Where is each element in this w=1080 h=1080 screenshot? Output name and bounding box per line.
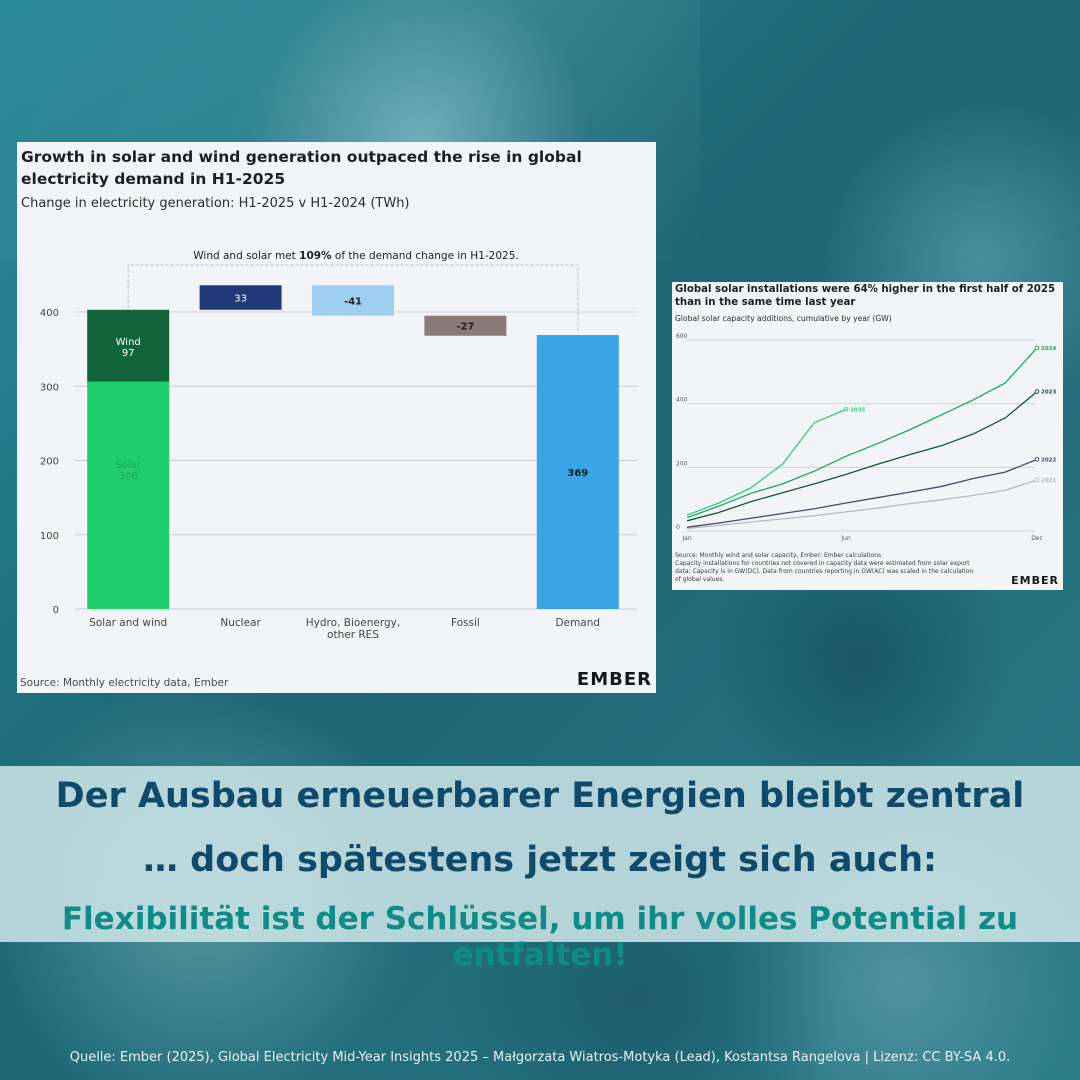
x-category-label: Fossil (451, 617, 480, 629)
headline-banner (0, 766, 1080, 942)
banner-headline-line3: Flexibilität ist der Schlüssel, um ihr v… (61, 901, 1019, 973)
waterfall-chart-subtitle: Change in electricity generation: H1-202… (21, 196, 410, 211)
line-chart-notes: Source: Monthly wind and solar capacity,… (675, 552, 1005, 584)
series-endpoint-2024 (1034, 345, 1040, 351)
series-line-2023 (686, 391, 1038, 522)
waterfall-chart-title: Growth in solar and wind generation outp… (21, 148, 582, 188)
series-endpoint-2022 (1034, 457, 1040, 462)
banner-headline-line2: … doch spätestens jetzt zeigt sich auch: (142, 840, 938, 880)
line-chart-plot: 0 200 400 600 Jan Jun Dec 2021 2022 2023 2024 2025 (676, 333, 1056, 542)
series-line-2022 (686, 458, 1038, 528)
bar-value-label: -41 (344, 296, 362, 307)
bar-demand (536, 335, 619, 609)
x-category-label: Solar and wind (89, 617, 167, 629)
series-endpoint-2021 (1034, 477, 1040, 483)
series-line-2025 (686, 408, 847, 516)
series-label-2022: 2022 (1041, 457, 1056, 463)
line-chart-note-line: Capacity installations for countries not… (675, 560, 970, 567)
waterfall-chart-source: Source: Monthly electricity data, Ember (20, 677, 229, 689)
y-tick-label: 400 (676, 397, 688, 404)
bar-solar (87, 381, 170, 609)
bar-value-label: 369 (567, 468, 588, 479)
bar-value-label: 33 (234, 294, 247, 305)
bar-value-label: -27 (456, 322, 474, 333)
bar-wind (87, 309, 170, 382)
line-chart-subtitle: Global solar capacity additions, cumulat… (675, 314, 892, 323)
x-category-label-line2: other RES (327, 629, 379, 641)
x-category-label: Nuclear (220, 617, 261, 629)
x-tick-label: Dec (1031, 535, 1043, 542)
x-tick-label: Jan (681, 535, 691, 542)
x-category-label: Demand (556, 617, 601, 629)
bar-label-solar-name: Solar (115, 460, 141, 471)
bar-step (424, 315, 507, 336)
ember-logo-small: EMBER (1011, 574, 1059, 587)
bar-label-solar-value: 306 (119, 471, 138, 482)
y-tick-label: 200 (40, 457, 59, 468)
series-label-2024: 2024 (1041, 346, 1056, 352)
series-line-2024 (686, 347, 1038, 519)
bar-label-wind-value: 97 (122, 348, 135, 359)
y-tick-label: 300 (40, 382, 59, 393)
bar-step (312, 285, 394, 316)
x-category-label: Hydro, Bioenergy, (306, 617, 400, 629)
y-tick-label: 600 (676, 333, 688, 340)
y-tick-label: 400 (40, 308, 59, 319)
y-tick-label: 0 (53, 605, 59, 616)
x-tick-label: Jun (840, 535, 851, 542)
annotation-text: Wind and solar met 109% of the demand ch… (193, 250, 518, 262)
bar-label-wind-name: Wind (116, 337, 141, 348)
line-chart-card: Global solar installations were 64% high… (672, 282, 1063, 590)
series-label-2023: 2023 (1041, 390, 1056, 396)
line-chart-title-line1: Global solar installations were 64% high… (675, 284, 1056, 295)
line-chart-note-line: of global values. (675, 576, 725, 583)
banner-headline-line1: Der Ausbau erneuerbarer Energien bleibt … (55, 776, 1025, 816)
series-endpoint-2023 (1034, 389, 1040, 394)
line-chart-title-line2: than in the same time last year (675, 297, 856, 308)
y-tick-label: 100 (40, 531, 59, 542)
series-label-2021: 2021 (1041, 478, 1056, 484)
y-tick-label: 200 (676, 460, 688, 467)
source-footer: Quelle: Ember (2025), Global Electricity… (69, 1050, 1011, 1065)
waterfall-chart-card: Growth in solar and wind generation outp… (17, 142, 656, 693)
line-chart-note-line: Source: Monthly wind and solar capacity,… (675, 552, 882, 559)
y-tick-label: 0 (676, 524, 680, 531)
series-line-2021 (686, 479, 1038, 530)
bar-step (199, 285, 282, 310)
line-chart-note-line: data; Capacity is in GW(DC). Data from c… (675, 568, 974, 575)
series-label-2025: 2025 (850, 407, 865, 413)
annotation-bracket (127, 264, 579, 334)
ember-logo: EMBER (576, 669, 652, 690)
series-endpoint-2025 (843, 407, 849, 412)
